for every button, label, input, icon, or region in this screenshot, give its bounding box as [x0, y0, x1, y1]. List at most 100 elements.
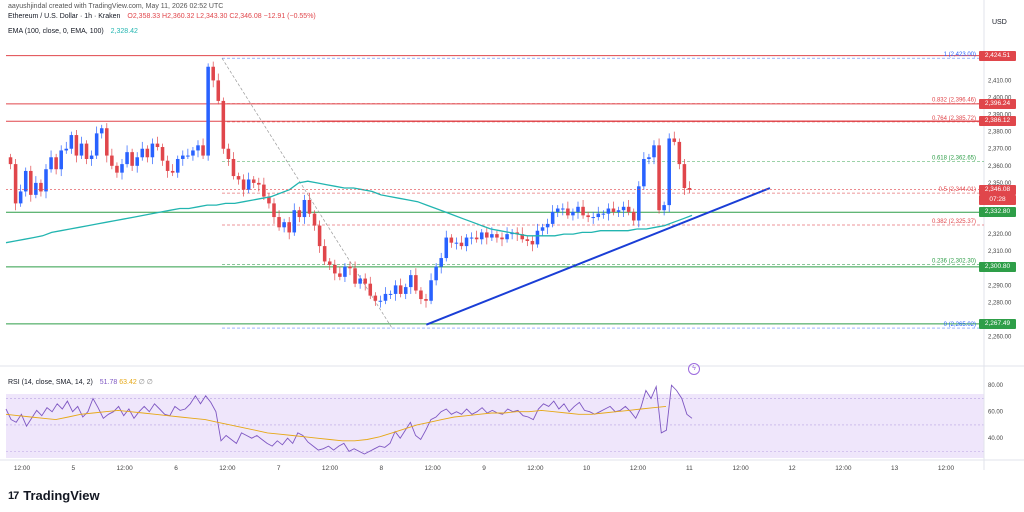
candle [419, 290, 423, 300]
candle [662, 205, 666, 211]
candle [398, 285, 403, 294]
price-tick-label: 2,380.00 [988, 130, 1012, 136]
candle [353, 268, 357, 284]
candle [175, 158, 180, 173]
rsi-extra: ∅ ∅ [138, 379, 153, 386]
time-tick-label: 12:00 [425, 465, 442, 472]
candle [677, 141, 682, 165]
candle [500, 237, 504, 240]
candle [611, 208, 616, 212]
rsi-legend[interactable]: RSI (14, close, SMA, 14, 2) 51.78 63.42 … [8, 378, 153, 386]
price-tick-label: 2,310.00 [988, 249, 1012, 255]
rsi-tick-label: 80.00 [988, 383, 1004, 389]
candle [464, 237, 469, 247]
time-tick-label: 13 [891, 465, 899, 472]
candle [140, 148, 145, 158]
current-price-tag: 2,346.08 [979, 184, 1016, 195]
candle [277, 217, 281, 228]
candle [292, 210, 297, 233]
trend-line [425, 187, 771, 326]
candle [586, 215, 590, 218]
candle [226, 148, 231, 159]
ohlc-readout: O2,358.33 H2,360.32 L2,343.30 C2,346.08 … [127, 13, 316, 20]
candle [236, 176, 241, 180]
candle [637, 186, 641, 221]
candle [555, 208, 560, 212]
candle [120, 164, 124, 173]
fib-level-label: 0.618 (2,362.65) [932, 155, 976, 161]
candle [363, 278, 367, 284]
ema-legend[interactable]: EMA (100, close, 0, EMA, 100) 2,328.42 [8, 28, 138, 35]
rsi-tick-label: 40.00 [988, 436, 1004, 442]
candle [672, 138, 677, 142]
fib-level-label: 0.5 (2,344.01) [939, 187, 976, 193]
fib-level-label: 0.236 (2,302.30) [932, 258, 976, 264]
candle [64, 148, 69, 151]
candle [388, 293, 393, 295]
candle [34, 182, 38, 195]
candle [520, 234, 525, 240]
candle [74, 135, 79, 156]
rsi-ma-line [5, 405, 667, 442]
candle [485, 232, 489, 238]
candle [322, 246, 327, 262]
candle [682, 164, 687, 189]
candle [105, 128, 109, 156]
rsi-label: RSI (14, close, SMA, 14, 2) [8, 379, 93, 386]
tradingview-wordmark: TradingView [23, 488, 100, 503]
price-tick-label: 2,320.00 [988, 232, 1012, 238]
time-tick-label: 12 [788, 465, 796, 472]
price-tick-label: 2,400.00 [988, 95, 1012, 101]
level-price-tag: 2,386.12 [979, 116, 1016, 127]
candle [267, 196, 271, 204]
candle [667, 138, 671, 206]
candle [581, 206, 585, 216]
candle [216, 80, 221, 101]
candle [505, 234, 509, 240]
candle [312, 213, 317, 226]
rsi-tick-label: 60.00 [988, 410, 1004, 416]
candle [525, 239, 530, 241]
candle [49, 157, 53, 170]
level-price-tag: 2,300.80 [979, 261, 1016, 272]
candle [302, 199, 307, 218]
candle [495, 234, 499, 238]
candle [186, 155, 190, 157]
candle [566, 208, 570, 216]
candle [110, 155, 114, 166]
candle [626, 206, 631, 212]
time-tick-label: 7 [277, 465, 281, 472]
candle [373, 295, 378, 301]
candle [79, 143, 84, 156]
fib-level-label: 1 (2,423.00) [944, 52, 976, 58]
fib-level-label: 0.764 (2,385.72) [932, 116, 976, 122]
ema-value: 2,328.42 [110, 28, 138, 35]
price-tick-label: 2,280.00 [988, 300, 1012, 306]
symbol-legend[interactable]: Ethereum / U.S. Dollar · 1h · Kraken O2,… [8, 13, 316, 20]
time-tick-label: 12:00 [733, 465, 750, 472]
candle [317, 225, 322, 247]
candle [327, 261, 332, 265]
candle [39, 182, 43, 192]
candle [125, 152, 129, 165]
ema-line [5, 180, 693, 244]
candle [545, 223, 550, 228]
rsi-band [6, 394, 984, 458]
time-tick-label: 12:00 [938, 465, 955, 472]
candle [135, 157, 139, 166]
candle [191, 150, 195, 156]
candle [333, 264, 337, 274]
candle [631, 211, 636, 221]
rsi-ma-value: 63.42 [119, 379, 137, 386]
lightning-icon[interactable]: ϟ [688, 363, 700, 375]
candle [571, 211, 575, 216]
candle [196, 145, 200, 151]
time-tick-label: 8 [380, 465, 384, 472]
candle [13, 164, 18, 204]
tradingview-mark-icon: 17 [8, 489, 19, 502]
level-price-tag: 2,332.80 [979, 207, 1016, 218]
fib-level-label: 0.832 (2,396.46) [932, 98, 976, 104]
candle [201, 145, 205, 156]
candle [561, 208, 565, 210]
